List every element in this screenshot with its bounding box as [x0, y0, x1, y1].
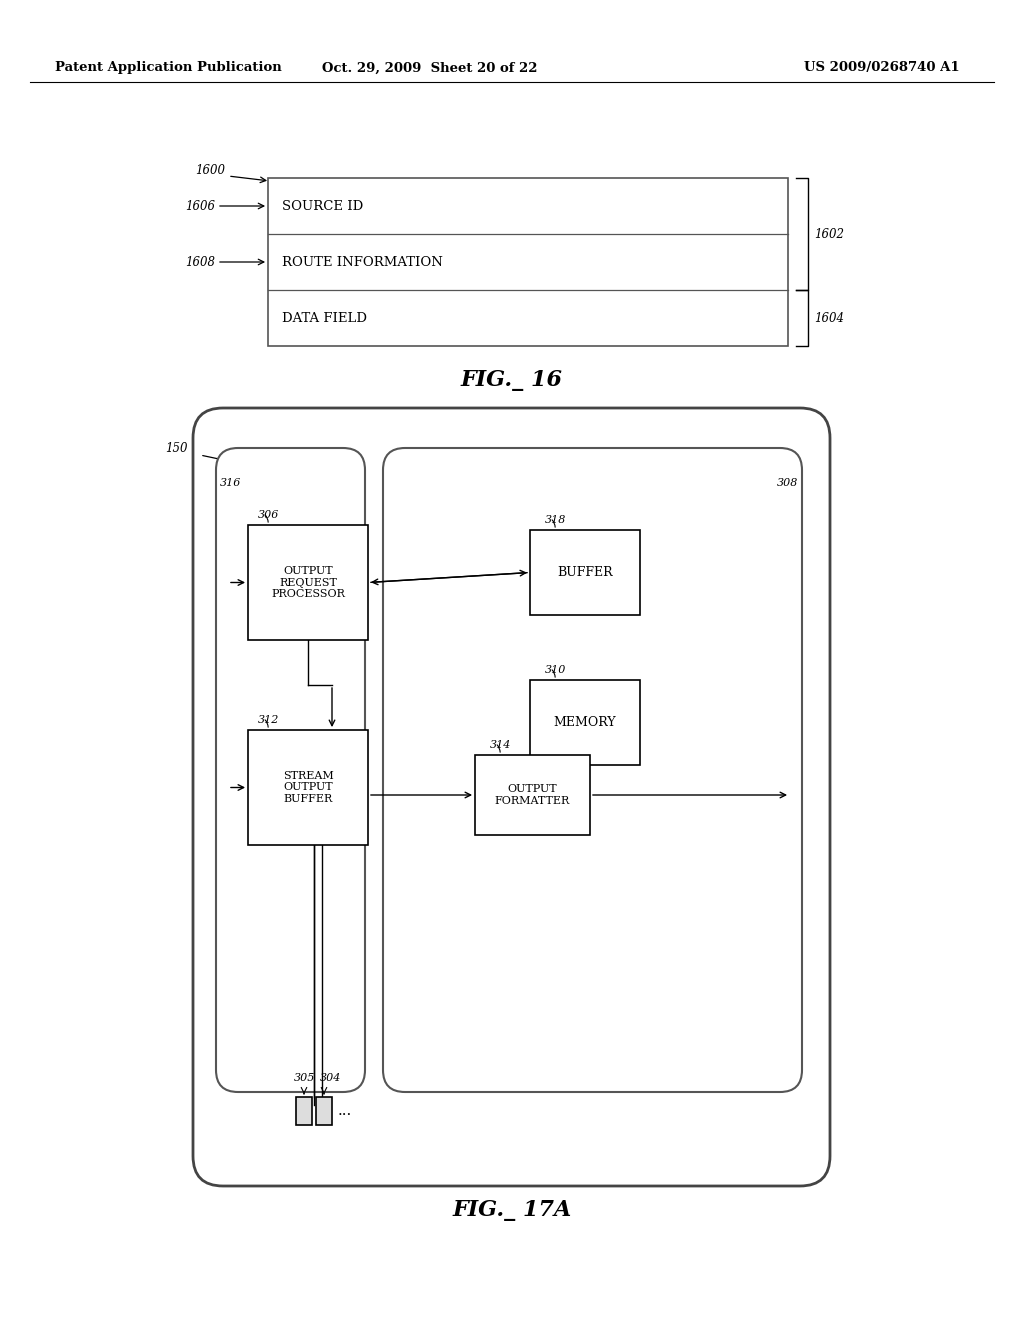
- Text: STREAM
OUTPUT
BUFFER: STREAM OUTPUT BUFFER: [283, 771, 334, 804]
- Text: BUFFER: BUFFER: [557, 566, 612, 579]
- Text: US 2009/0268740 A1: US 2009/0268740 A1: [805, 62, 961, 74]
- Text: 308: 308: [776, 478, 798, 488]
- Text: 316: 316: [220, 478, 242, 488]
- Text: SOURCE ID: SOURCE ID: [282, 199, 364, 213]
- Bar: [475, 755, 590, 836]
- Text: FIG._ 16: FIG._ 16: [461, 370, 563, 391]
- Text: OUTPUT
FORMATTER: OUTPUT FORMATTER: [495, 784, 570, 805]
- Text: 1602: 1602: [814, 227, 844, 240]
- Bar: [530, 531, 640, 615]
- Text: ...: ...: [338, 1104, 352, 1118]
- Bar: [316, 1097, 332, 1125]
- Bar: [248, 730, 368, 845]
- Text: DATA FIELD: DATA FIELD: [282, 312, 367, 325]
- FancyBboxPatch shape: [193, 408, 830, 1185]
- Text: 305: 305: [294, 1073, 315, 1082]
- Text: 310: 310: [545, 665, 566, 675]
- Text: ROUTE INFORMATION: ROUTE INFORMATION: [282, 256, 442, 268]
- Bar: [530, 680, 640, 766]
- Text: 150: 150: [166, 441, 188, 454]
- Text: 1608: 1608: [185, 256, 215, 268]
- Text: FIG._ 17A: FIG._ 17A: [453, 1199, 571, 1221]
- Text: 304: 304: [319, 1073, 341, 1082]
- Bar: [268, 178, 788, 346]
- Text: 314: 314: [490, 741, 511, 750]
- Text: Oct. 29, 2009  Sheet 20 of 22: Oct. 29, 2009 Sheet 20 of 22: [323, 62, 538, 74]
- Text: 312: 312: [258, 715, 280, 725]
- FancyBboxPatch shape: [216, 447, 365, 1092]
- Text: OUTPUT
REQUEST
PROCESSOR: OUTPUT REQUEST PROCESSOR: [271, 566, 345, 599]
- Text: Patent Application Publication: Patent Application Publication: [55, 62, 282, 74]
- Bar: [248, 525, 368, 640]
- Text: 1606: 1606: [185, 199, 215, 213]
- FancyBboxPatch shape: [383, 447, 802, 1092]
- Text: MEMORY: MEMORY: [554, 715, 616, 729]
- Bar: [296, 1097, 312, 1125]
- Text: 306: 306: [258, 510, 280, 520]
- Text: 1604: 1604: [814, 312, 844, 325]
- Text: 1600: 1600: [195, 164, 225, 177]
- Text: 318: 318: [545, 515, 566, 525]
